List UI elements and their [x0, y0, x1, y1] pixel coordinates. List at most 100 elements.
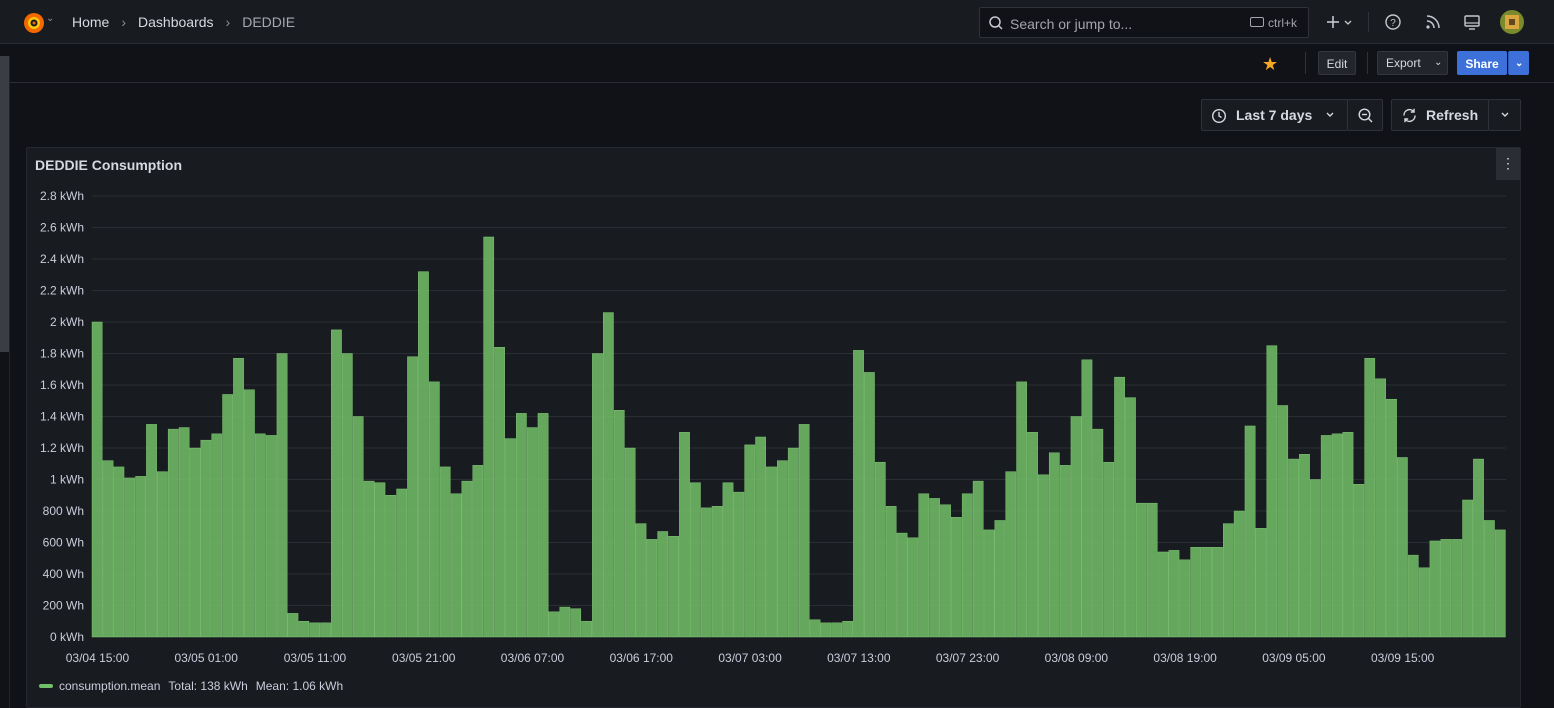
bar[interactable] [1451, 539, 1463, 638]
search-input[interactable] [1008, 12, 1222, 36]
bar[interactable] [1255, 528, 1267, 638]
bar[interactable] [722, 482, 734, 638]
menu-chevron-down-icon[interactable]: ⌄ [46, 13, 55, 24]
bar[interactable] [1038, 474, 1049, 638]
bar[interactable] [787, 447, 799, 638]
bar[interactable] [646, 539, 658, 638]
bar[interactable] [526, 427, 538, 638]
bar[interactable] [994, 520, 1006, 638]
bar[interactable] [287, 613, 299, 638]
time-range-picker[interactable]: Last 7 days [1201, 99, 1348, 131]
bar[interactable] [951, 517, 962, 638]
bar[interactable] [766, 466, 777, 638]
bar[interactable] [1081, 359, 1093, 638]
bar[interactable] [570, 608, 582, 638]
bar[interactable] [1201, 547, 1212, 638]
bar[interactable] [1277, 405, 1289, 638]
bar[interactable] [407, 356, 418, 638]
bar[interactable] [690, 482, 701, 638]
bar[interactable] [1233, 510, 1245, 638]
bar[interactable] [178, 427, 190, 638]
bar[interactable] [842, 621, 853, 638]
bar[interactable] [603, 312, 614, 638]
bar[interactable] [820, 622, 832, 638]
bar[interactable] [1299, 454, 1310, 638]
bar[interactable] [1320, 435, 1332, 638]
bar[interactable] [483, 236, 495, 638]
bar[interactable] [1473, 458, 1484, 638]
bar[interactable] [733, 491, 745, 638]
bar[interactable] [146, 424, 157, 638]
plus-icon[interactable] [1324, 13, 1342, 31]
bar[interactable] [711, 506, 723, 638]
bar[interactable] [200, 439, 212, 638]
bar[interactable] [907, 537, 919, 638]
edit-button[interactable]: Edit [1318, 51, 1356, 75]
bar[interactable] [113, 466, 125, 638]
bar[interactable] [1070, 416, 1082, 638]
bar[interactable] [505, 438, 516, 638]
bar[interactable] [1407, 554, 1419, 638]
bar[interactable] [222, 394, 233, 638]
bar[interactable] [157, 471, 168, 638]
grafana-logo-icon[interactable] [22, 11, 46, 35]
bar[interactable] [516, 413, 527, 638]
bar[interactable] [450, 493, 462, 638]
star-icon[interactable]: ★ [1262, 54, 1279, 74]
bar[interactable] [1375, 378, 1386, 638]
bar[interactable] [1342, 432, 1354, 638]
export-button[interactable]: Export ⌄ [1377, 51, 1448, 75]
chart-legend[interactable]: consumption.mean Total: 138 kWh Mean: 1.… [39, 679, 343, 693]
bar[interactable] [352, 416, 364, 638]
bar[interactable] [396, 488, 408, 638]
bar[interactable] [102, 460, 114, 638]
bar[interactable] [831, 622, 843, 638]
bar[interactable] [657, 531, 669, 638]
bar[interactable] [809, 619, 821, 638]
bar[interactable] [1418, 567, 1430, 638]
help-icon[interactable]: ? [1384, 13, 1402, 31]
share-chevron-down-icon[interactable]: ⌄ [1508, 51, 1529, 75]
refresh-button[interactable]: Refresh [1391, 99, 1489, 131]
bar[interactable] [874, 461, 886, 638]
panel-menu-icon[interactable]: ⋮ [1496, 148, 1520, 180]
bar[interactable] [1157, 551, 1169, 638]
bar[interactable] [385, 495, 397, 638]
bar[interactable] [853, 350, 864, 638]
bar[interactable] [548, 611, 560, 638]
bar[interactable] [1353, 484, 1365, 638]
bar[interactable] [494, 346, 505, 638]
breadcrumb-home[interactable]: Home [72, 14, 110, 30]
bar[interactable] [700, 507, 712, 638]
monitor-icon[interactable] [1463, 13, 1481, 31]
bar[interactable] [777, 460, 788, 638]
bar[interactable] [885, 506, 897, 638]
bar[interactable] [1027, 432, 1038, 638]
bar[interactable] [309, 622, 321, 638]
bar[interactable] [1244, 425, 1256, 638]
zoom-out-button[interactable] [1347, 99, 1383, 131]
bar[interactable] [1190, 547, 1202, 638]
bar[interactable] [428, 381, 440, 638]
bar[interactable] [374, 482, 386, 638]
bar[interactable] [472, 465, 484, 638]
bar[interactable] [1494, 529, 1506, 638]
bar[interactable] [1386, 398, 1397, 638]
bar[interactable] [135, 476, 146, 638]
bar[interactable] [668, 536, 679, 638]
bar[interactable] [537, 413, 549, 638]
bar[interactable] [592, 353, 603, 638]
bar[interactable] [1179, 559, 1191, 638]
bar[interactable] [1364, 358, 1376, 638]
bar[interactable] [624, 447, 636, 638]
bar[interactable] [439, 466, 451, 638]
bar[interactable] [581, 621, 592, 638]
bar[interactable] [864, 372, 875, 638]
bar[interactable] [1222, 523, 1234, 638]
bar[interactable] [798, 424, 810, 638]
bar[interactable] [1484, 520, 1495, 638]
bar[interactable] [1397, 457, 1408, 638]
bar[interactable] [418, 271, 429, 638]
share-button[interactable]: Share [1457, 51, 1507, 75]
bar[interactable] [1288, 458, 1299, 638]
